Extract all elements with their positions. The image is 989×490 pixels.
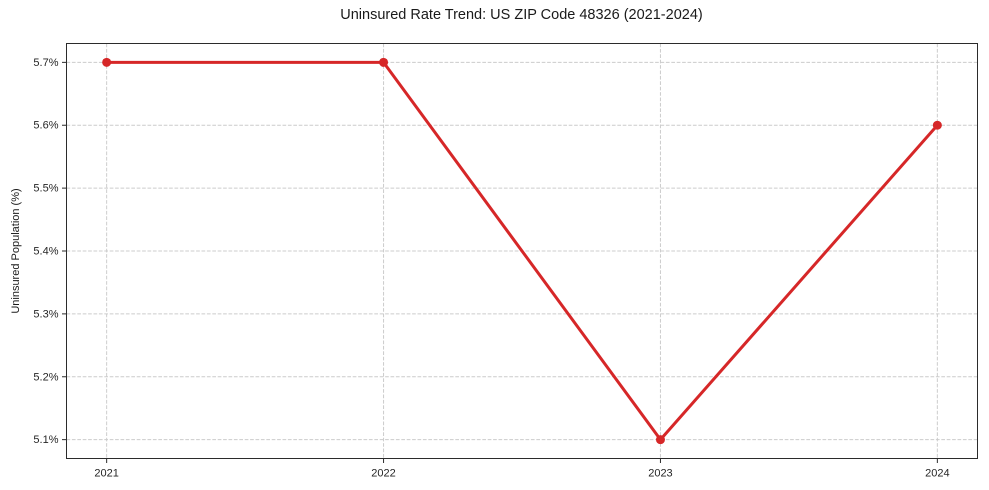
y-tick-label: 5.2%	[33, 371, 58, 383]
data-point-marker	[379, 57, 389, 67]
data-line	[105, 60, 939, 442]
x-tick-label: 2023	[648, 468, 672, 480]
y-tick-label: 5.7%	[33, 57, 58, 69]
y-tick-label: 5.1%	[33, 434, 58, 446]
data-point-marker	[932, 120, 942, 130]
data-point-marker	[102, 57, 112, 67]
data-point-marker	[655, 435, 665, 445]
x-tick-label: 2021	[94, 468, 118, 480]
y-tick-label: 5.4%	[33, 246, 58, 258]
y-tick-label: 5.5%	[33, 183, 58, 195]
chart-title: Uninsured Rate Trend: US ZIP Code 48326 …	[340, 7, 703, 23]
x-tick-label: 2022	[371, 468, 395, 480]
y-tick-label: 5.3%	[33, 308, 58, 320]
y-tick-label: 5.6%	[33, 120, 58, 132]
x-tick-label: 2024	[925, 468, 949, 480]
